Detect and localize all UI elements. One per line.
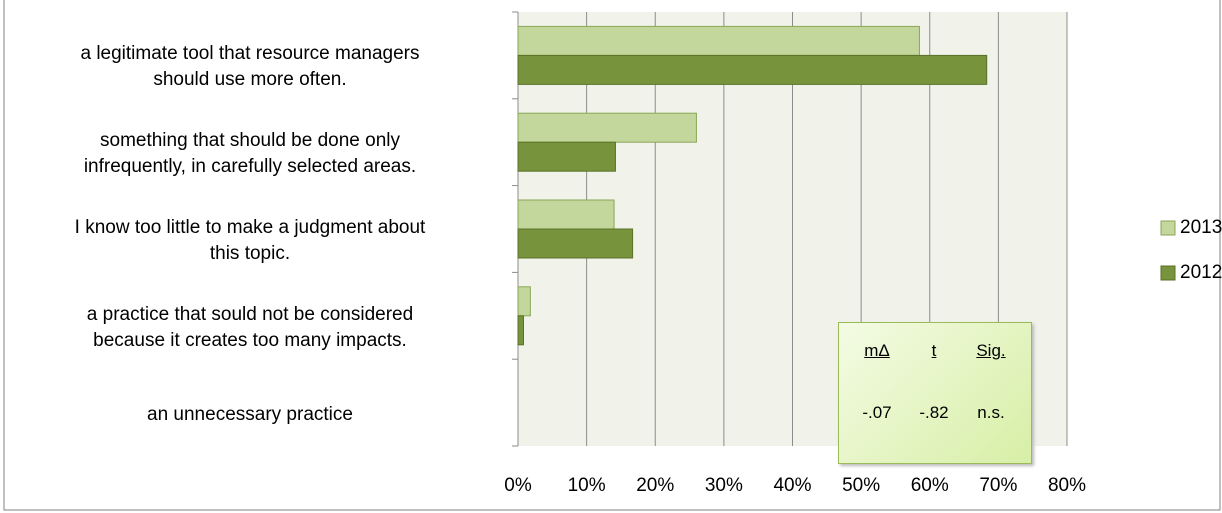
x-tick-label: 20%	[636, 475, 674, 496]
bar	[517, 315, 524, 346]
bar	[517, 25, 920, 56]
stats-value: n.s.	[977, 403, 1005, 422]
category-label: a practice that sould not be considered …	[86, 303, 414, 351]
x-tick-label: 10%	[568, 475, 606, 496]
bar	[517, 199, 615, 230]
x-tick-label: 60%	[911, 475, 949, 496]
bar	[517, 141, 616, 172]
stats-header: Sig.	[976, 341, 1006, 360]
legend-swatch	[1160, 220, 1176, 236]
stats-value: -.07	[862, 403, 892, 422]
legend-label: 2013	[1180, 217, 1222, 238]
x-tick-label: 30%	[705, 475, 743, 496]
x-tick-label: 70%	[979, 475, 1017, 496]
legend-label: 2012	[1180, 262, 1222, 283]
stats-header: t	[931, 341, 937, 360]
category-label: I know too little to make a judgment abo…	[74, 217, 426, 264]
bar	[517, 286, 531, 317]
x-tick-label: 50%	[842, 475, 880, 496]
x-tick-label: 80%	[1048, 475, 1086, 496]
stats-box: mΔ -.07 t -.82 Sig. n.s.	[838, 322, 1032, 464]
stats-value: -.82	[919, 403, 949, 422]
chart-border	[3, 0, 1221, 511]
bar	[517, 54, 988, 85]
legend-swatch	[1160, 265, 1176, 281]
bar	[517, 112, 697, 143]
stats-header: mΔ	[864, 341, 890, 360]
x-tick-label: 40%	[773, 475, 811, 496]
category-label: an unnecessary practice	[147, 403, 353, 425]
x-tick-label: 0%	[504, 475, 532, 496]
category-label: something that should be done only infre…	[83, 130, 417, 178]
category-label: a legitimate tool that resource managers…	[80, 43, 420, 91]
bar	[517, 228, 634, 259]
